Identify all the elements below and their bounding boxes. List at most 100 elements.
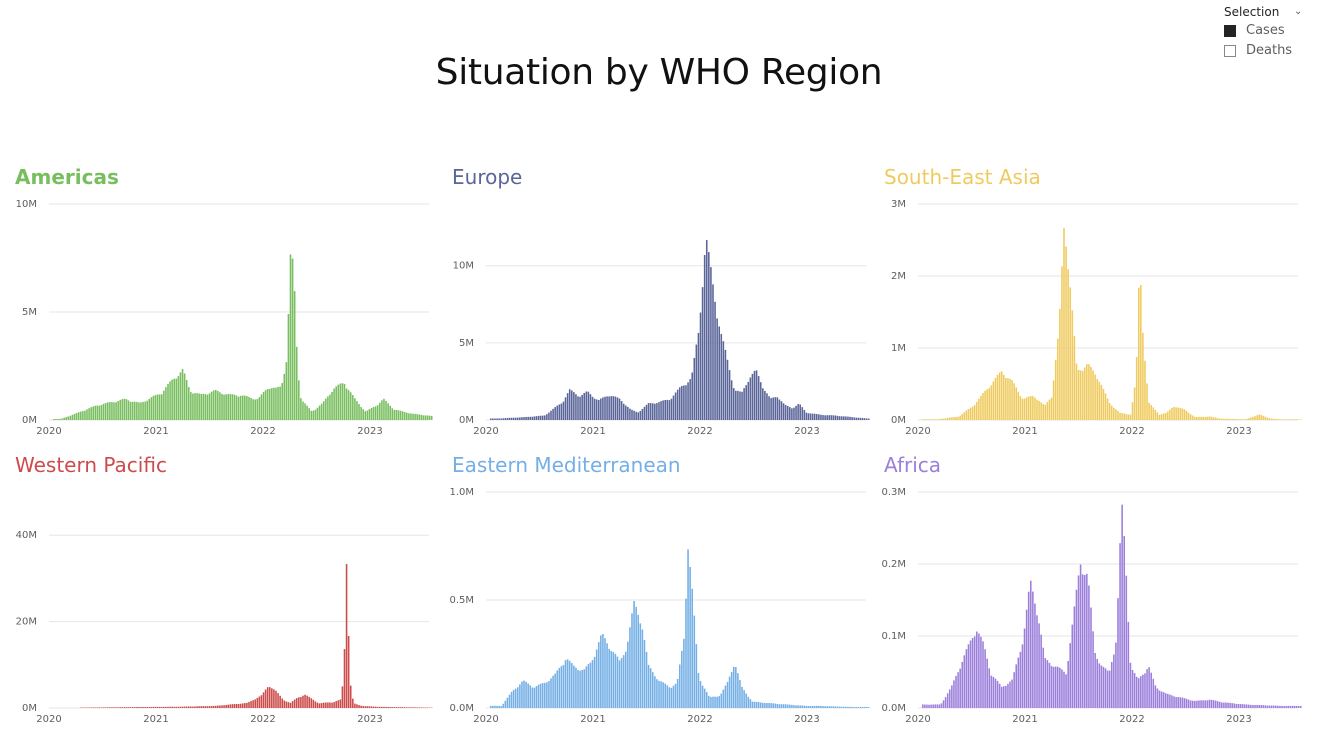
- bar: [401, 411, 404, 420]
- bar: [1285, 705, 1287, 708]
- bar: [248, 701, 250, 708]
- bar: [183, 706, 186, 708]
- bar: [1258, 704, 1260, 708]
- bar: [793, 705, 795, 708]
- selection-header[interactable]: Selection ⌄: [1224, 3, 1304, 21]
- checkbox-cases[interactable]: [1224, 25, 1236, 37]
- bar: [1194, 416, 1196, 420]
- bar: [169, 706, 171, 708]
- bar: [142, 707, 144, 708]
- bar: [1221, 418, 1223, 420]
- bar: [502, 418, 505, 420]
- bar: [148, 707, 151, 708]
- y-tick-label: 0.1M: [881, 631, 906, 642]
- bar: [664, 399, 667, 420]
- bar: [1007, 683, 1009, 708]
- bar: [689, 379, 691, 420]
- bar: [1198, 416, 1200, 420]
- checkbox-deaths[interactable]: [1224, 45, 1236, 57]
- bar: [1025, 609, 1028, 708]
- bar: [158, 394, 161, 420]
- selection-option-deaths[interactable]: Deaths: [1224, 41, 1304, 61]
- bar: [281, 698, 283, 708]
- bar: [780, 704, 783, 708]
- bar: [1077, 575, 1080, 708]
- bar: [121, 399, 124, 420]
- bar: [988, 388, 991, 420]
- bar: [331, 392, 333, 420]
- bar: [639, 411, 642, 420]
- bar: [1002, 686, 1005, 708]
- bar: [187, 387, 190, 420]
- bar: [519, 684, 521, 708]
- bar: [383, 706, 385, 708]
- bar: [838, 706, 841, 708]
- bar: [1262, 705, 1265, 708]
- bar: [543, 415, 546, 420]
- bar: [944, 697, 947, 708]
- bar: [845, 706, 847, 708]
- bar: [298, 380, 300, 420]
- bar: [109, 707, 111, 708]
- bar: [163, 390, 165, 420]
- bar: [1297, 706, 1300, 708]
- bar: [527, 416, 529, 420]
- bar: [1027, 591, 1030, 708]
- x-tick-label: 2021: [1012, 714, 1037, 725]
- y-tick-label: 2M: [891, 271, 906, 282]
- bar: [1000, 371, 1003, 420]
- bar: [732, 388, 735, 420]
- bar: [1283, 419, 1285, 420]
- y-tick-label: 1M: [891, 343, 906, 354]
- x-tick-label: 2021: [143, 426, 168, 437]
- bar: [811, 705, 814, 708]
- bar: [1088, 364, 1090, 420]
- bar: [757, 702, 760, 708]
- bar: [1040, 402, 1042, 420]
- bar: [830, 415, 833, 420]
- bar: [1050, 397, 1053, 420]
- bar: [241, 703, 244, 708]
- selection-option-cases[interactable]: Cases: [1224, 21, 1304, 41]
- bar: [608, 648, 610, 708]
- bar: [622, 403, 625, 420]
- bar: [389, 405, 391, 420]
- bar: [521, 681, 523, 708]
- bar: [1297, 419, 1300, 420]
- bar: [208, 706, 211, 708]
- x-tick-label: 2023: [1226, 714, 1251, 725]
- bar: [568, 389, 571, 420]
- bar: [221, 705, 223, 708]
- bar: [1189, 414, 1192, 420]
- bar: [61, 418, 63, 420]
- bar: [150, 397, 153, 420]
- bar: [356, 401, 358, 420]
- bar: [1029, 580, 1032, 708]
- bar-chart-western-pacific: 0M 20M 40M 2020 2021 2022 2023: [16, 530, 433, 725]
- bar: [293, 699, 296, 708]
- bar: [1046, 660, 1049, 708]
- bar: [125, 399, 128, 420]
- bar: [389, 707, 391, 708]
- bar: [341, 383, 344, 420]
- bar: [627, 406, 629, 420]
- bar: [996, 680, 999, 708]
- bar: [430, 415, 433, 420]
- bar: [668, 400, 671, 420]
- bar: [318, 703, 321, 708]
- bar: [585, 666, 588, 708]
- bar: [138, 707, 140, 708]
- bar: [1266, 417, 1269, 420]
- chevron-down-icon[interactable]: ⌄: [1294, 6, 1303, 17]
- bar: [1169, 409, 1171, 420]
- bar: [564, 660, 567, 708]
- bar: [1239, 419, 1242, 420]
- bar: [208, 393, 211, 420]
- bar: [928, 704, 930, 708]
- bar: [695, 644, 698, 708]
- bar: [1281, 705, 1283, 708]
- bar: [1196, 700, 1198, 708]
- bar: [1162, 413, 1165, 420]
- bar: [762, 388, 764, 420]
- bar: [1009, 378, 1011, 420]
